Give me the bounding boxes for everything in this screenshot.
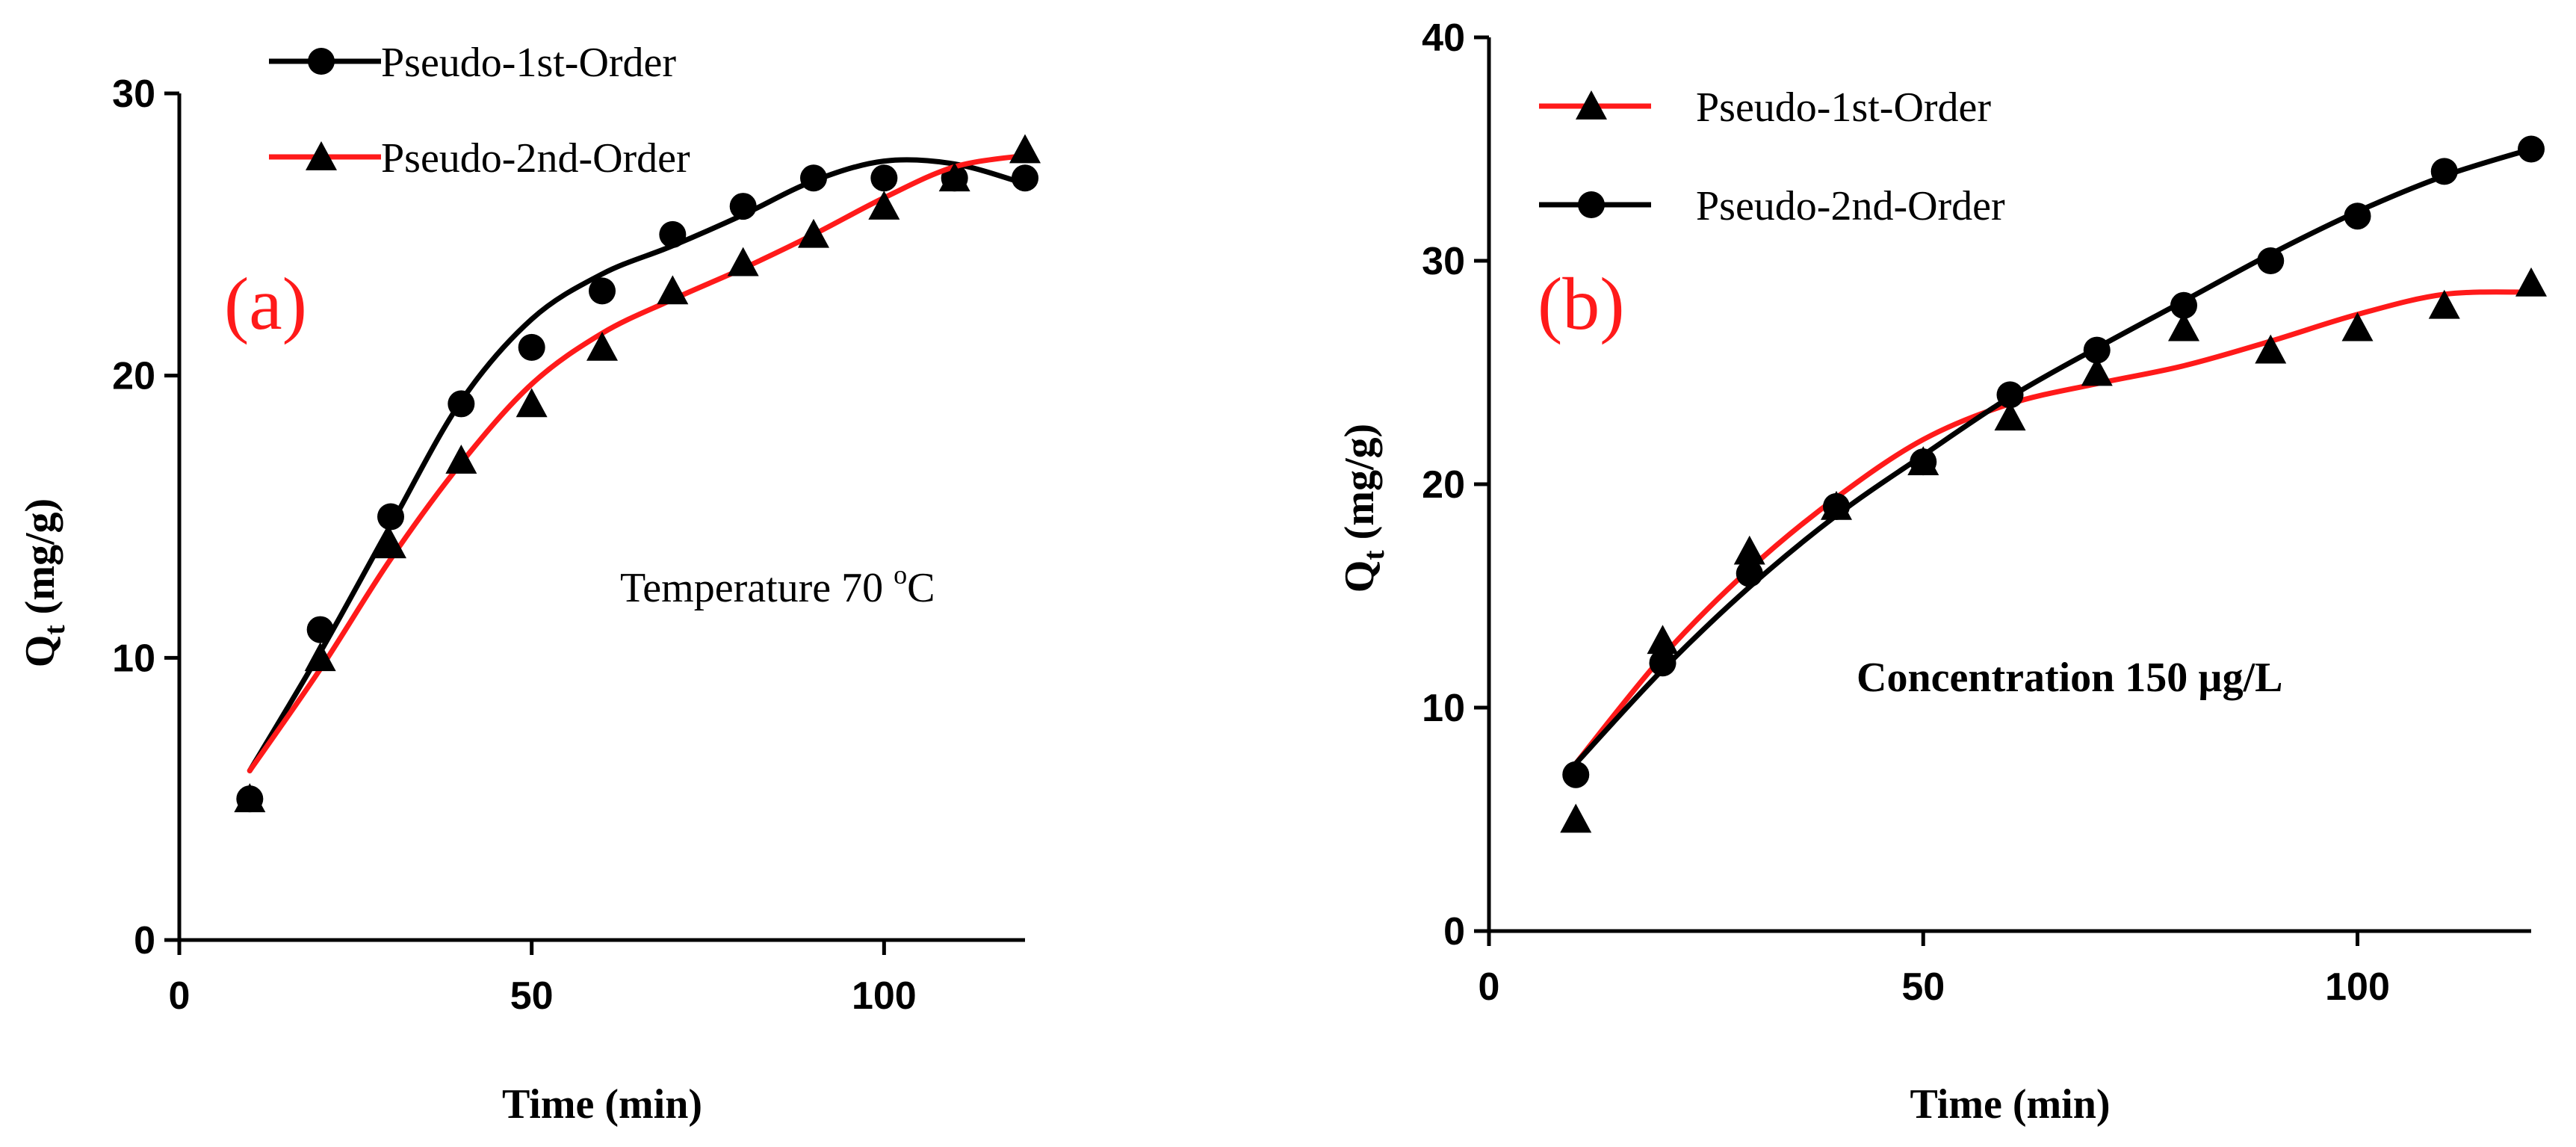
- data-point-triangle: [2341, 312, 2374, 341]
- y-axis-title: Qt (mg/g): [17, 498, 71, 667]
- x-tick-label: 50: [1901, 965, 1945, 1009]
- data-point-circle: [2518, 135, 2545, 163]
- panel-label: (b): [1538, 262, 1625, 345]
- data-point-circle: [1649, 649, 1676, 677]
- y-tick-label: 0: [1443, 910, 1465, 953]
- legend-entry: Pseudo-2nd-Order: [1539, 183, 2005, 229]
- data-point-triangle: [938, 162, 970, 192]
- legend-marker-triangle: [306, 141, 337, 170]
- data-point-circle: [800, 164, 827, 192]
- x-tick-label: 100: [2325, 965, 2390, 1009]
- y-tick-label: 10: [112, 637, 155, 680]
- y-tick-label: 10: [1422, 687, 1465, 730]
- y-tick-label: 20: [1422, 463, 1465, 507]
- data-point-circle: [1012, 164, 1038, 192]
- data-point-triangle: [1009, 134, 1041, 164]
- data-point-triangle: [1994, 401, 2026, 431]
- data-point-circle: [518, 333, 545, 361]
- annotation-superscript: o: [894, 560, 907, 590]
- y-tick-label: 30: [112, 72, 155, 116]
- data-point-triangle: [657, 275, 689, 305]
- data-point-triangle: [1733, 535, 1765, 565]
- y-axis-title: Qt (mg/g): [1337, 424, 1390, 593]
- series-pseudo-2nd-order: [234, 134, 1041, 813]
- y-tick-label: 20: [112, 355, 155, 398]
- data-point-circle: [448, 390, 475, 418]
- data-point-triangle: [304, 642, 336, 672]
- annotation: Temperature 70 oC: [620, 560, 935, 611]
- y-axis-title-symbol: Q: [17, 635, 64, 668]
- data-point-triangle: [586, 331, 618, 361]
- legend-entry: Pseudo-2nd-Order: [269, 135, 690, 182]
- data-point-circle: [1996, 381, 2024, 409]
- annotation-text: Concentration 150 µg/L: [1857, 655, 2282, 701]
- data-point-circle: [659, 220, 687, 248]
- y-axis-title-subscript: t: [37, 625, 71, 635]
- data-point-circle: [1823, 492, 1850, 520]
- y-tick-label: 0: [134, 919, 155, 962]
- legend-label: Pseudo-1st-Order: [381, 40, 676, 86]
- legend-label: Pseudo-2nd-Order: [381, 135, 690, 182]
- data-point-circle: [729, 193, 757, 220]
- data-point-triangle: [375, 529, 406, 559]
- data-point-circle: [2430, 158, 2458, 185]
- fit-curve-line: [247, 157, 1028, 773]
- fit-curve-line: [247, 152, 1028, 773]
- panel-a: 0 10 20 30 0 50 100 Time (min) Qt (mg/g) (a) Tempe…: [17, 40, 1041, 1128]
- data-point-triangle: [2168, 312, 2199, 341]
- y-axis-title-unit: (mg/g): [17, 498, 64, 625]
- annotation: Concentration 150 µg/L: [1857, 655, 2282, 701]
- data-point-triangle: [868, 191, 900, 220]
- series-pseudo-2nd-order: [1562, 135, 2545, 788]
- data-point-triangle: [2515, 267, 2547, 297]
- legend-marker-circle: [308, 48, 335, 75]
- series-pseudo-1st-order: [1560, 267, 2547, 833]
- x-axis-title: Time (min): [1910, 1081, 2110, 1128]
- legend-entry: Pseudo-1st-Order: [269, 40, 676, 86]
- y-axis-title-symbol: Q: [1337, 560, 1383, 593]
- data-point-triangle: [445, 444, 477, 474]
- data-point-circle: [2344, 202, 2371, 230]
- data-point-triangle: [234, 783, 266, 813]
- data-point-triangle: [2428, 289, 2460, 319]
- data-point-triangle: [727, 247, 759, 276]
- data-point-circle: [870, 164, 898, 192]
- y-axis-title-unit: (mg/g): [1337, 424, 1383, 551]
- x-axis-title: Time (min): [502, 1081, 702, 1128]
- x-tick-label: 100: [852, 974, 917, 1018]
- y-tick-label: 40: [1422, 16, 1465, 60]
- data-point-circle: [589, 277, 616, 305]
- data-point-triangle: [2255, 334, 2287, 364]
- panel-label: (a): [224, 262, 307, 345]
- y-axis-title-subscript: t: [1357, 550, 1390, 560]
- y-tick-label: 30: [1422, 240, 1465, 283]
- x-tick-label: 0: [1479, 965, 1500, 1009]
- annotation-unit: C: [907, 565, 935, 611]
- data-point-triangle: [2081, 356, 2113, 386]
- legend-entry: Pseudo-1st-Order: [1539, 84, 1991, 131]
- series-pseudo-1st-order: [236, 157, 1038, 813]
- x-tick-label: 0: [169, 974, 191, 1018]
- data-point-circle: [306, 616, 334, 643]
- x-tick-label: 50: [510, 974, 554, 1018]
- data-point-circle: [1910, 448, 1937, 476]
- legend-marker-triangle: [1576, 90, 1607, 120]
- legend-label: Pseudo-1st-Order: [1696, 84, 1991, 131]
- annotation-text: Temperature 70: [620, 565, 894, 611]
- legend-label: Pseudo-2nd-Order: [1696, 183, 2005, 229]
- panel-b: 0 10 20 30 40 0 50 100 Time (min) Qt (mg/g) (b) Con…: [1337, 16, 2547, 1128]
- data-point-triangle: [1560, 803, 1592, 833]
- data-point-triangle: [1647, 625, 1679, 655]
- data-point-circle: [2257, 247, 2285, 274]
- data-point-circle: [2083, 336, 2111, 364]
- legend-marker-circle: [1578, 191, 1605, 218]
- data-point-triangle: [515, 388, 548, 418]
- data-point-circle: [1736, 560, 1763, 587]
- data-point-circle: [1562, 761, 1590, 788]
- data-point-circle: [2170, 291, 2197, 319]
- data-point-circle: [377, 503, 404, 531]
- data-point-triangle: [798, 218, 829, 248]
